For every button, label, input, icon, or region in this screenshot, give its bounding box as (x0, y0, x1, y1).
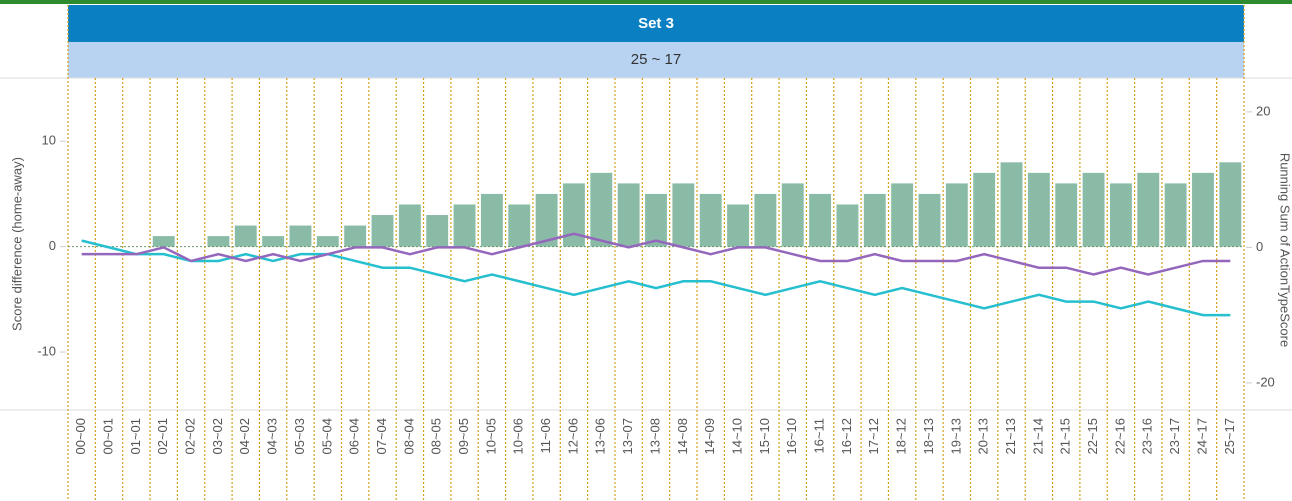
chart-title: Set 3 (638, 15, 674, 32)
bar (398, 204, 421, 247)
bar (1000, 162, 1023, 247)
bar (152, 236, 175, 247)
bar (1109, 183, 1132, 247)
x-tick-label: 21~15 (1058, 418, 1073, 455)
bar (672, 183, 695, 247)
x-tick-label: 06~04 (347, 418, 362, 455)
bar (371, 215, 394, 247)
bar (262, 236, 285, 247)
x-tick-label: 16~12 (839, 418, 854, 455)
subheader (68, 42, 1244, 78)
y-tick-label: -10 (37, 343, 56, 358)
x-tick-label: 17~12 (866, 418, 881, 455)
bar (863, 193, 886, 247)
bar (727, 204, 749, 247)
x-tick-label: 14~09 (702, 418, 717, 455)
x-tick-label: 18~12 (894, 418, 909, 455)
x-tick-label: 03~02 (210, 418, 225, 455)
bar (781, 183, 804, 247)
x-tick-label: 22~15 (1085, 418, 1100, 455)
bar (617, 183, 640, 247)
bar (1137, 172, 1160, 247)
x-tick-label: 23~17 (1167, 418, 1182, 455)
x-tick-label: 25~17 (1222, 418, 1237, 455)
line (81, 232, 1231, 276)
x-tick-label: 15~10 (757, 418, 772, 455)
x-tick-label: 16~10 (784, 418, 799, 455)
bar (563, 183, 585, 247)
x-tick-label: 20~13 (976, 418, 991, 455)
y2-tick-label: 20 (1256, 103, 1270, 118)
y-axis-label: Score difference (home-away) (9, 157, 24, 331)
bar (945, 183, 968, 247)
bar (891, 183, 914, 247)
x-tick-label: 14~10 (729, 418, 744, 455)
x-tick-label: 04~03 (265, 418, 280, 455)
x-tick-label: 22~16 (1112, 418, 1127, 455)
x-tick-label: 16~11 (812, 418, 827, 454)
x-tick-label: 08~05 (429, 418, 444, 455)
bar (590, 172, 613, 247)
x-tick-label: 21~14 (1030, 418, 1045, 455)
x-tick-label: 13~06 (593, 418, 608, 455)
header (68, 5, 1244, 42)
bar (535, 193, 558, 247)
bar (645, 193, 667, 247)
y2-axis-label: Running Sum of ActionTypeScore (1278, 153, 1292, 347)
x-tick-label: 02~01 (155, 418, 170, 455)
x-tick-label: 23~16 (1140, 418, 1155, 455)
bar (1055, 183, 1078, 247)
y-tick-label: 10 (42, 133, 56, 148)
top-bar (0, 0, 1292, 4)
x-tick-label: 05~04 (319, 418, 334, 455)
x-tick-label: 10~06 (511, 418, 526, 455)
bar (809, 193, 832, 247)
x-tick-label: 00~00 (73, 418, 88, 455)
x-tick-label: 07~04 (374, 418, 389, 455)
x-tick-label: 13~07 (620, 418, 635, 455)
x-tick-label: 04~02 (237, 418, 252, 455)
bar (508, 204, 531, 247)
y2-tick-label: 0 (1256, 239, 1263, 254)
bar (207, 236, 230, 247)
bar (234, 225, 257, 247)
bar (754, 193, 777, 247)
bar (918, 193, 941, 247)
line (81, 239, 1231, 317)
x-tick-label: 19~13 (948, 418, 963, 455)
bar (316, 236, 339, 247)
bar (289, 225, 312, 247)
chart-subtitle: 25 ~ 17 (631, 51, 681, 68)
x-tick-label: 08~04 (401, 418, 416, 455)
x-tick-label: 14~08 (675, 418, 690, 455)
bar (344, 225, 367, 247)
x-tick-label: 12~06 (565, 418, 580, 455)
x-tick-label: 18~13 (921, 418, 936, 455)
bar (426, 215, 449, 247)
bar (973, 172, 996, 247)
x-tick-label: 00~01 (100, 418, 115, 455)
x-tick-label: 11~06 (538, 418, 553, 454)
bar (1164, 183, 1187, 247)
x-tick-label: 10~05 (483, 418, 498, 455)
bar (480, 193, 503, 247)
x-tick-label: 21~13 (1003, 418, 1018, 455)
x-tick-label: 05~03 (292, 418, 307, 455)
bar (699, 193, 722, 247)
x-tick-label: 24~17 (1194, 418, 1209, 455)
x-tick-label: 01~01 (128, 418, 143, 455)
x-tick-label: 13~08 (647, 418, 662, 455)
bar (1027, 172, 1050, 247)
y-tick-label: 0 (49, 238, 56, 253)
bar (1219, 162, 1242, 247)
y2-tick-label: -20 (1256, 374, 1275, 389)
bar (1192, 172, 1214, 247)
x-tick-label: 09~05 (456, 418, 471, 455)
bar (453, 204, 476, 247)
bar (836, 204, 859, 247)
x-tick-label: 02~02 (183, 418, 198, 455)
bar (1082, 172, 1105, 247)
